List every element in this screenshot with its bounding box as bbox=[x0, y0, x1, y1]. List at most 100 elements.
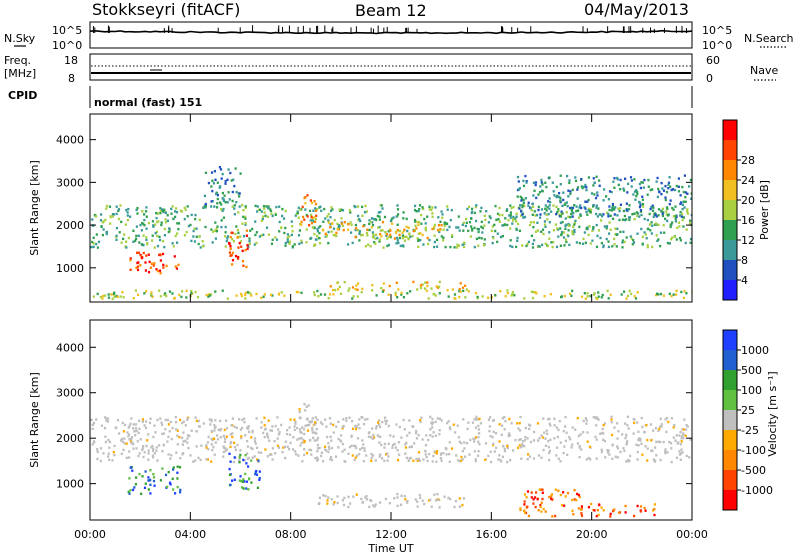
echo-cell bbox=[91, 427, 94, 430]
echo-cell bbox=[379, 210, 382, 214]
echo-cell bbox=[509, 227, 512, 230]
echo-cell bbox=[336, 222, 339, 225]
echo-cell bbox=[580, 295, 584, 298]
echo-cell bbox=[326, 215, 329, 218]
echo-cell bbox=[159, 272, 162, 275]
echo-cell bbox=[95, 233, 98, 236]
echo-cell bbox=[349, 502, 352, 505]
echo-cell bbox=[251, 227, 254, 231]
echo-cell bbox=[523, 493, 527, 496]
echo-cell bbox=[145, 420, 148, 423]
echo-cell bbox=[95, 418, 98, 421]
echo-cell bbox=[335, 231, 338, 235]
echo-cell bbox=[668, 292, 671, 295]
echo-cell bbox=[584, 417, 587, 420]
echo-cell bbox=[618, 218, 621, 222]
echo-cell bbox=[247, 465, 250, 468]
echo-cell bbox=[562, 236, 566, 239]
echo-cell bbox=[417, 220, 420, 224]
echo-cell bbox=[238, 192, 241, 195]
echo-cell bbox=[324, 445, 327, 448]
echo-cell bbox=[525, 244, 528, 248]
echo-cell bbox=[244, 454, 247, 457]
echo-cell bbox=[159, 211, 162, 215]
echo-cell bbox=[434, 294, 437, 297]
colorbar-tick-label: 28 bbox=[741, 154, 755, 167]
echo-cell bbox=[364, 496, 367, 499]
echo-cell bbox=[336, 501, 339, 505]
echo-cell bbox=[601, 215, 604, 218]
echo-cell bbox=[398, 425, 401, 429]
echo-cell bbox=[332, 227, 336, 230]
echo-cell bbox=[662, 440, 665, 444]
echo-cell bbox=[672, 426, 675, 429]
echo-cell bbox=[664, 217, 667, 221]
echo-cell bbox=[206, 441, 209, 444]
echo-cell bbox=[543, 220, 546, 223]
echo-cell bbox=[540, 456, 543, 459]
echo-cell bbox=[119, 204, 122, 207]
echo-cell bbox=[584, 183, 587, 187]
echo-cell bbox=[219, 185, 222, 188]
echo-cell bbox=[567, 195, 570, 198]
echo-cell bbox=[313, 200, 316, 203]
echo-cell bbox=[126, 218, 129, 222]
echo-cell bbox=[654, 427, 657, 430]
echo-cell bbox=[234, 167, 237, 170]
echo-cell bbox=[464, 224, 467, 228]
echo-cell bbox=[492, 442, 495, 445]
echo-cell bbox=[342, 228, 345, 232]
echo-cell bbox=[176, 485, 179, 489]
echo-cell bbox=[431, 206, 434, 209]
echo-cell bbox=[317, 295, 320, 298]
echo-cell bbox=[130, 417, 133, 420]
echo-cell bbox=[141, 256, 144, 259]
echo-cell bbox=[246, 244, 249, 247]
echo-cell bbox=[568, 181, 571, 185]
echo-cell bbox=[613, 237, 616, 241]
echo-cell bbox=[473, 418, 476, 421]
echo-cell bbox=[152, 224, 155, 227]
echo-cell bbox=[355, 454, 358, 457]
colorbar-segment bbox=[723, 120, 737, 140]
echo-cell bbox=[580, 206, 583, 210]
echo-cell bbox=[550, 494, 553, 498]
echo-cell bbox=[506, 208, 509, 211]
echo-cell bbox=[280, 226, 283, 230]
echo-cell bbox=[309, 219, 312, 222]
echo-cell bbox=[130, 442, 133, 445]
echo-cell bbox=[539, 216, 542, 219]
echo-cell bbox=[449, 219, 452, 222]
echo-cell bbox=[222, 455, 225, 458]
echo-cell bbox=[596, 509, 599, 512]
echo-cell bbox=[231, 238, 234, 241]
echo-cell bbox=[314, 243, 317, 246]
echo-cell bbox=[426, 284, 429, 288]
echo-cell bbox=[516, 236, 519, 240]
echo-cell bbox=[470, 217, 473, 220]
echo-cell bbox=[524, 436, 527, 439]
echo-cell bbox=[155, 449, 158, 452]
echo-cell bbox=[307, 404, 310, 407]
echo-cell bbox=[240, 436, 243, 440]
echo-cell bbox=[314, 238, 317, 241]
echo-cell bbox=[564, 238, 567, 241]
echo-cell bbox=[600, 296, 603, 299]
echo-cell bbox=[681, 435, 684, 438]
echo-cell bbox=[621, 433, 624, 436]
echo-cell bbox=[501, 424, 504, 427]
echo-cell bbox=[128, 438, 131, 441]
echo-cell bbox=[408, 233, 411, 236]
echo-cell bbox=[516, 422, 519, 425]
echo-cell bbox=[239, 453, 242, 457]
echo-cell bbox=[379, 453, 382, 456]
echo-cell bbox=[412, 425, 415, 428]
echo-cell bbox=[637, 212, 640, 215]
echo-cell bbox=[187, 224, 190, 228]
echo-cell bbox=[226, 237, 229, 240]
echo-cell bbox=[664, 198, 667, 202]
echo-cell bbox=[635, 443, 638, 446]
echo-cell bbox=[152, 476, 156, 479]
echo-cell bbox=[493, 450, 496, 453]
